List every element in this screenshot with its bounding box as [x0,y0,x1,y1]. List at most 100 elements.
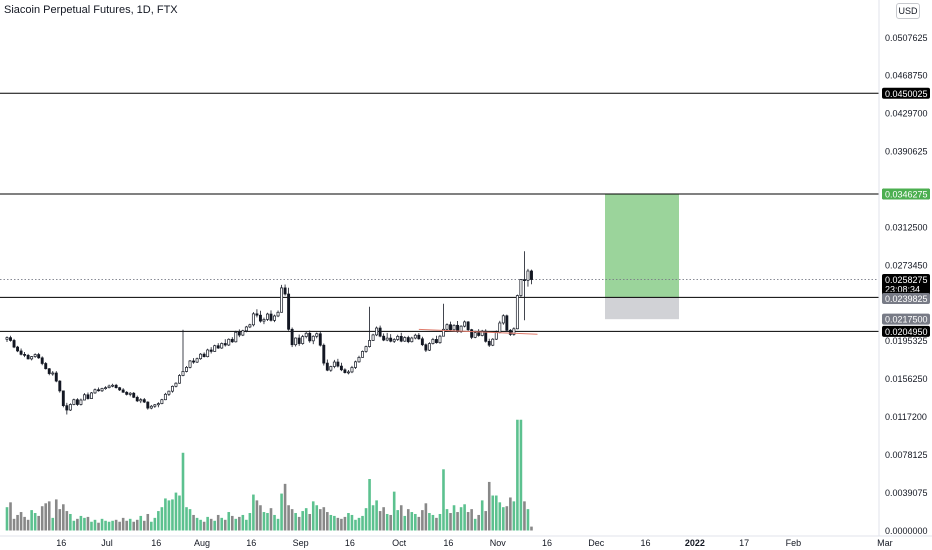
volume-bar [174,492,178,531]
x-tick-label: 16 [641,538,651,548]
candle-body [79,399,83,405]
candle-body [9,337,12,341]
x-tick-label: 16 [246,538,256,548]
candle-body [192,360,196,363]
volume-bar [403,515,407,531]
candle-body [308,332,312,342]
candle-body [505,315,509,331]
volume-bar [97,522,100,531]
horizontal-levels [0,92,879,332]
x-tick-label: Sep [293,538,309,548]
volume-bar [326,512,329,531]
volume-bar [262,512,266,531]
candle-body [181,371,185,376]
candle-body [519,279,523,296]
candle-body [522,279,526,281]
volume-bar [107,521,111,531]
x-tick-label: Oct [392,538,407,548]
volume-bar [470,509,473,531]
candle-body [332,361,336,367]
candle-body [58,380,62,392]
volume-bar [79,515,83,531]
y-tick-label: 0.0000000 [885,526,928,536]
volume-bar [266,513,269,531]
volume-bar [519,419,523,531]
candle-body [30,356,34,360]
volume-bar [259,505,262,531]
volume-bar [484,511,488,531]
candle-body [470,329,474,338]
candle-body [477,332,481,336]
stop-zone [605,297,679,320]
candle-body [258,314,262,322]
candle-body [357,357,361,363]
volume-bar [526,509,530,531]
volume-bar [86,516,90,531]
candle-body [311,335,315,342]
price-badge [882,292,930,304]
x-tick-label: 16 [56,538,66,548]
y-tick-label: 0.0039075 [885,488,928,498]
candle-body [230,338,234,343]
candle-body [61,390,65,406]
candle-body [33,354,37,357]
y-tick-label: 0.0195325 [885,336,928,346]
candle-body [427,343,431,351]
volume-bar [428,513,431,531]
volume-bar [516,419,519,531]
volume-bar [512,501,516,531]
candle-body [498,322,502,333]
candle-body [146,401,150,409]
volume-bar [333,515,336,531]
candle-body [283,287,287,295]
volume-bar [114,519,118,531]
candle-body [220,343,224,349]
volume-bar [375,500,378,531]
currency-button[interactable]: USD [896,3,920,19]
candle-body [385,337,389,341]
volume-bar [473,518,477,531]
volume-bar [364,508,368,531]
volume-bar [280,493,283,531]
y-tick-label: 0.0078125 [885,450,928,460]
chart-title: Siacoin Perpetual Futures, 1D, FTX [4,4,178,16]
volume-bar [385,513,389,531]
candle-body [72,399,76,405]
volume-bar [273,514,276,531]
candle-body [104,387,108,390]
volume-bar [315,505,319,531]
candle-body [237,331,241,336]
y-tick-label: 0.0312500 [885,222,928,232]
price-badge-label: 0.0346275 [885,190,928,200]
candle-body [111,384,115,387]
volume-bar [216,514,220,531]
volume-bar [164,498,167,531]
candle-body [107,385,111,389]
volume-bar [104,520,107,531]
volume-bar [234,518,238,531]
candlesticks [5,251,533,415]
volume-bar [452,505,456,531]
candle-body [241,330,245,336]
candle-body [410,337,414,343]
price-badge [882,274,930,295]
candle-body [304,332,308,337]
volume-bar [206,516,209,531]
candle-body [276,311,280,317]
volume-bar [128,518,132,531]
candle-body [199,353,203,360]
candle-body [82,394,86,401]
volume-bar [51,517,55,531]
volume-bar [357,517,361,531]
y-tick-label: 0.0273450 [885,260,928,270]
volume-bar [456,512,459,531]
volume-bar [304,508,308,531]
price-badge-label: 0.0450025 [885,89,928,99]
candle-body [206,349,210,358]
candle-body [442,328,445,337]
volume-bar [90,521,93,531]
y-tick-label: 0.0507625 [885,33,928,43]
x-tick-label: Dec [588,538,605,548]
candle-body [420,338,424,346]
